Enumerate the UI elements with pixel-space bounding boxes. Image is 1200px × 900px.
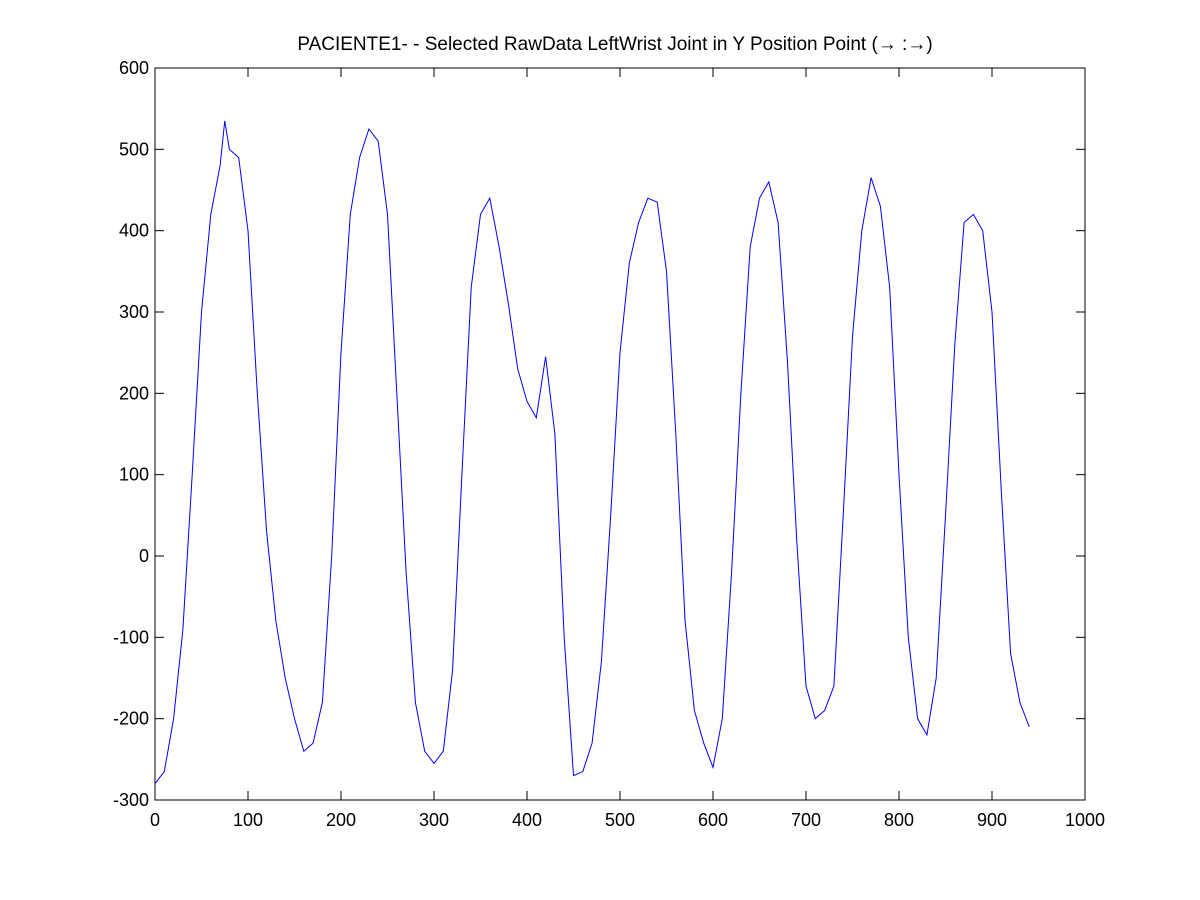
data-line [154,120,1030,785]
x-tick-label: 600 [698,810,728,830]
y-tick-label: 600 [119,58,149,78]
x-tick-label: 500 [605,810,635,830]
y-tick-label: -200 [113,709,149,729]
y-tick-label: 300 [119,302,149,322]
y-tick-label: 400 [119,221,149,241]
y-tick-label: -100 [113,627,149,647]
x-tick-label: 900 [977,810,1007,830]
x-tick-label: 300 [419,810,449,830]
x-tick-label: 800 [884,810,914,830]
y-tick-label: 500 [119,139,149,159]
y-tick-label: 0 [139,546,149,566]
x-tick-label: 400 [512,810,542,830]
chart-title: PACIENTE1- - Selected RawData LeftWrist … [297,34,932,55]
y-tick-label: 100 [119,465,149,485]
x-tick-label: 1000 [1065,810,1105,830]
y-tick-label: -300 [113,790,149,810]
x-tick-label: 100 [233,810,263,830]
plot-frame [154,67,1086,801]
y-tick-label: 200 [119,383,149,403]
x-tick-label: 0 [150,810,160,830]
x-tick-label: 700 [791,810,821,830]
x-tick-label: 200 [326,810,356,830]
